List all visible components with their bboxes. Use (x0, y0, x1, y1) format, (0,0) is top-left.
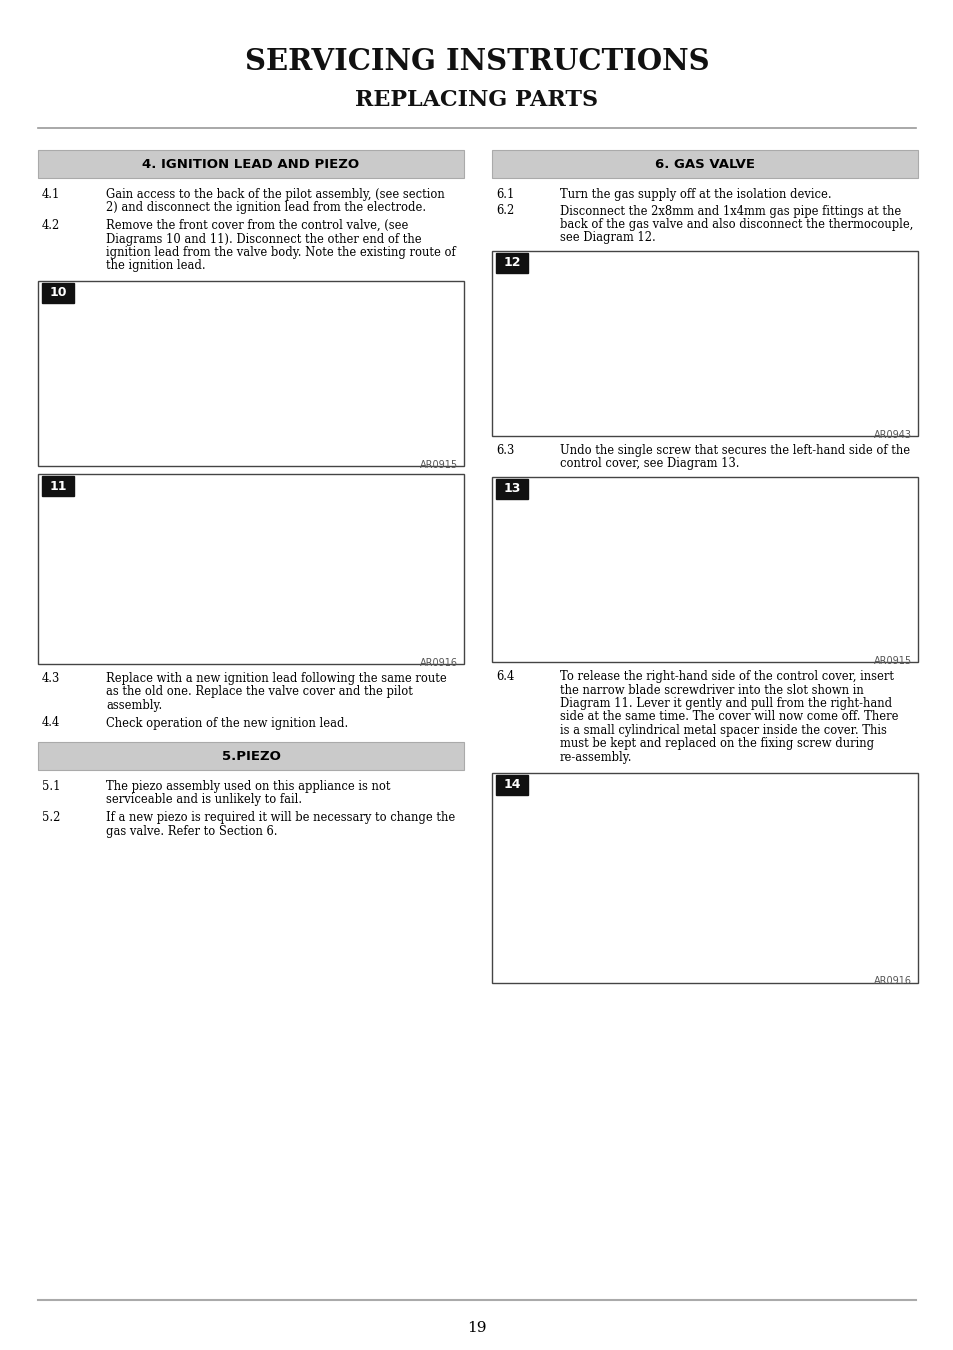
Bar (492, 150, 917, 178)
Text: The piezo assembly used on this appliance is not: The piezo assembly used on this applianc… (106, 780, 390, 792)
Text: 2) and disconnect the ignition lead from the electrode.: 2) and disconnect the ignition lead from… (106, 201, 426, 215)
Text: 4.1: 4.1 (42, 188, 60, 201)
Bar (492, 772, 917, 983)
Text: 13: 13 (503, 482, 520, 495)
Bar (496, 479, 527, 500)
Bar (492, 251, 917, 436)
Text: REPLACING PARTS: REPLACING PARTS (355, 89, 598, 111)
Bar (42, 477, 74, 495)
Text: ignition lead from the valve body. Note the existing route of: ignition lead from the valve body. Note … (106, 246, 456, 259)
Bar (496, 252, 527, 273)
Bar (38, 281, 463, 466)
Text: Disconnect the 2x8mm and 1x4mm gas pipe fittings at the: Disconnect the 2x8mm and 1x4mm gas pipe … (559, 204, 901, 217)
Text: back of the gas valve and also disconnect the thermocouple,: back of the gas valve and also disconnec… (559, 217, 912, 231)
Text: Undo the single screw that secures the left-hand side of the: Undo the single screw that secures the l… (559, 444, 909, 458)
Text: AR0916: AR0916 (419, 657, 457, 668)
Text: the ignition lead.: the ignition lead. (106, 259, 206, 273)
Text: assembly.: assembly. (106, 699, 162, 711)
Text: 4.4: 4.4 (42, 717, 60, 729)
Bar (496, 775, 527, 795)
Text: Check operation of the new ignition lead.: Check operation of the new ignition lead… (106, 717, 348, 729)
Text: 6. GAS VALVE: 6. GAS VALVE (655, 158, 754, 170)
Text: AR0943: AR0943 (873, 431, 911, 440)
Text: as the old one. Replace the valve cover and the pilot: as the old one. Replace the valve cover … (106, 686, 413, 698)
Text: Remove the front cover from the control valve, (see: Remove the front cover from the control … (106, 219, 408, 232)
Text: 19: 19 (467, 1322, 486, 1335)
Text: 4.3: 4.3 (42, 672, 60, 684)
Text: 5.PIEZO: 5.PIEZO (221, 749, 280, 763)
Text: Diagrams 10 and 11). Disconnect the other end of the: Diagrams 10 and 11). Disconnect the othe… (106, 232, 421, 246)
Text: AR0915: AR0915 (419, 460, 457, 470)
Text: 14: 14 (503, 778, 520, 791)
Text: the narrow blade screwdriver into the slot shown in: the narrow blade screwdriver into the sl… (559, 683, 862, 697)
Text: 4.2: 4.2 (42, 219, 60, 232)
Text: see Diagram 12.: see Diagram 12. (559, 231, 655, 244)
Text: side at the same time. The cover will now come off. There: side at the same time. The cover will no… (559, 710, 898, 724)
Text: If a new piezo is required it will be necessary to change the: If a new piezo is required it will be ne… (106, 811, 455, 824)
Text: gas valve. Refer to Section 6.: gas valve. Refer to Section 6. (106, 825, 277, 837)
Text: 6.3: 6.3 (496, 444, 514, 458)
Text: is a small cylindrical metal spacer inside the cover. This: is a small cylindrical metal spacer insi… (559, 724, 886, 737)
Text: 6.2: 6.2 (496, 204, 514, 217)
Bar (38, 474, 463, 664)
Text: 6.4: 6.4 (496, 670, 514, 683)
Text: 10: 10 (50, 286, 67, 300)
Text: Diagram 11. Lever it gently and pull from the right-hand: Diagram 11. Lever it gently and pull fro… (559, 697, 891, 710)
Text: 6.1: 6.1 (496, 188, 514, 201)
Text: 12: 12 (503, 256, 520, 270)
Text: AR0916: AR0916 (873, 976, 911, 987)
Text: Gain access to the back of the pilot assembly, (see section: Gain access to the back of the pilot ass… (106, 188, 444, 201)
Text: control cover, see Diagram 13.: control cover, see Diagram 13. (559, 458, 739, 471)
Text: re-assembly.: re-assembly. (559, 751, 632, 764)
Text: 11: 11 (50, 479, 67, 493)
Bar (42, 284, 74, 302)
Text: 5.1: 5.1 (42, 780, 60, 792)
Bar (492, 477, 917, 662)
Text: To release the right-hand side of the control cover, insert: To release the right-hand side of the co… (559, 670, 893, 683)
Bar (38, 150, 463, 178)
Text: must be kept and replaced on the fixing screw during: must be kept and replaced on the fixing … (559, 737, 873, 751)
Bar (38, 743, 463, 770)
Text: serviceable and is unlikely to fail.: serviceable and is unlikely to fail. (106, 794, 302, 806)
Text: AR0915: AR0915 (873, 656, 911, 666)
Text: Turn the gas supply off at the isolation device.: Turn the gas supply off at the isolation… (559, 188, 831, 201)
Text: Replace with a new ignition lead following the same route: Replace with a new ignition lead followi… (106, 672, 446, 684)
Text: 5.2: 5.2 (42, 811, 60, 824)
Text: SERVICING INSTRUCTIONS: SERVICING INSTRUCTIONS (244, 47, 709, 77)
Text: 4. IGNITION LEAD AND PIEZO: 4. IGNITION LEAD AND PIEZO (142, 158, 359, 170)
